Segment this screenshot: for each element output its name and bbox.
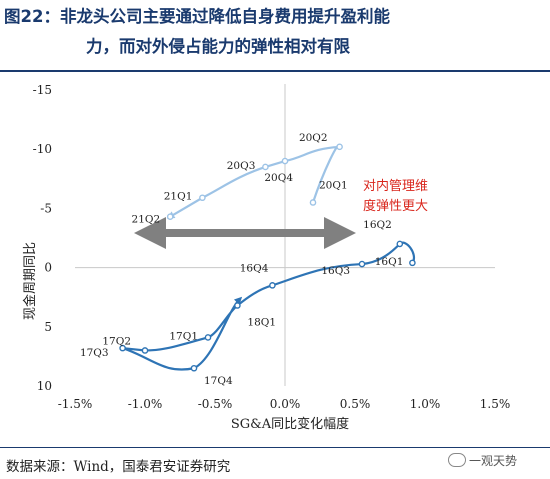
figure-title-line2: 力，而对外侵占能力的弹性相对有限	[86, 37, 350, 56]
y-tick-label: 10	[37, 379, 52, 393]
x-tick-label: -1.5%	[58, 397, 93, 411]
watermark: 一观天势	[448, 452, 517, 469]
watermark-text: 一观天势	[469, 454, 518, 468]
footer-divider	[0, 447, 550, 448]
x-tick-label: 0.5%	[340, 397, 371, 411]
x-tick-label: 0.0%	[270, 397, 301, 411]
annotation-line2: 度弹性更大	[363, 198, 428, 214]
x-tick-label: 1.0%	[410, 397, 441, 411]
data-point-17Q2	[141, 347, 149, 354]
x-tick-label: 1.5%	[480, 397, 511, 411]
point-label-17Q1: 17Q1	[169, 330, 198, 342]
data-point-16Q4	[269, 282, 276, 289]
annotation-line1: 对内管理维	[363, 178, 428, 194]
data-point-20Q2	[336, 143, 343, 151]
y-tick-labels: -15 -10 -5 0 5 10	[33, 83, 52, 393]
point-label-18Q1: 18Q1	[247, 316, 276, 328]
data-point-17Q1	[204, 334, 212, 341]
y-tick-label: -15	[33, 83, 52, 97]
x-axis-label: SG&A同比变化幅度	[231, 416, 349, 432]
figure-title: 图22：非龙头公司主要通过降低自身费用提升盈利能 力，而对外侵占能力的弹性相对有…	[4, 2, 546, 62]
data-point-20Q3	[262, 163, 269, 171]
point-label-21Q1: 21Q1	[164, 191, 193, 203]
data-point-20Q4	[281, 157, 289, 165]
y-tick-label: -5	[40, 201, 52, 215]
point-label-20Q4: 20Q4	[264, 172, 293, 184]
point-label-20Q3: 20Q3	[227, 160, 256, 172]
figure-title-line1: 图22：非龙头公司主要通过降低自身费用提升盈利能	[4, 7, 390, 26]
series-points	[119, 143, 416, 372]
x-tick-label: -1.0%	[128, 397, 163, 411]
point-label-17Q3: 17Q3	[80, 347, 109, 359]
point-label-16Q2: 16Q2	[363, 219, 392, 231]
data-point-18Q1	[234, 302, 241, 309]
x-tick-label: -0.5%	[198, 397, 233, 411]
point-label-21Q2: 21Q2	[132, 214, 161, 226]
y-tick-label: 5	[44, 320, 52, 334]
data-point-16Q1	[409, 259, 416, 267]
point-label-16Q4: 16Q4	[240, 262, 269, 274]
data-point-16Q3	[358, 260, 366, 268]
data-point-21Q1	[199, 194, 206, 202]
y-axis-label: 现金周期同比	[22, 242, 38, 320]
point-label-17Q4: 17Q4	[204, 375, 233, 387]
scatter-chart: -1.5% -1.0% -0.5% 0.0% 0.5% 1.0% 1.5% -15 -10 -5…	[22, 83, 511, 432]
data-point-17Q4	[190, 364, 198, 372]
point-label-16Q1: 16Q1	[375, 256, 404, 268]
point-label-17Q2: 17Q2	[102, 335, 131, 347]
data-point-20Q1	[309, 199, 317, 206]
series-paths	[122, 144, 415, 371]
source-note: 数据来源：Wind，国泰君安证券研究	[6, 459, 231, 475]
data-point-17Q3	[119, 344, 126, 352]
data-point-21Q2	[166, 213, 174, 220]
series-line-2020-2021	[166, 144, 341, 219]
data-point-16Q2	[396, 240, 404, 248]
x-tick-labels: -1.5% -1.0% -0.5% 0.0% 0.5% 1.0% 1.5%	[58, 397, 511, 411]
y-tick-label: 0	[44, 261, 52, 275]
point-label-20Q2: 20Q2	[299, 132, 328, 144]
y-tick-label: -10	[33, 142, 52, 156]
point-label-16Q3: 16Q3	[321, 265, 350, 277]
title-divider	[0, 70, 550, 72]
series-line-2016-2018	[122, 241, 415, 371]
wechat-icon	[448, 453, 466, 467]
point-label-20Q1: 20Q1	[319, 179, 348, 191]
